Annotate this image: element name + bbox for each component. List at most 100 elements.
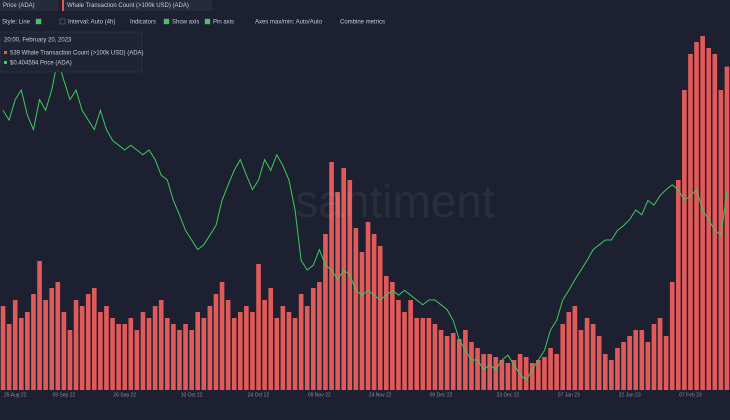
toolbar-item[interactable]: Combine metrics [340,20,385,26]
bar [134,330,140,390]
tab-label[interactable]: Whale Transaction Count (>100k USD) (ADA… [67,3,189,9]
bar [688,54,693,390]
toolbar-item[interactable]: Show axis [172,20,199,26]
x-tick-label: 25 Aug 22 [4,392,27,398]
bar [353,228,359,390]
bar [140,312,146,390]
bar [414,318,420,390]
bar [152,306,158,390]
tooltip-time: 20:00, February 20, 2023 [4,38,72,44]
bar [505,363,511,390]
toolbar: Style: Line Interval: Auto (4h) Indicators… [2,18,385,26]
toolbar-item[interactable]: Pin axis [213,20,234,26]
bar [274,318,280,390]
bar [456,339,462,390]
bar [724,66,730,390]
bar [237,312,243,390]
bar [621,342,626,390]
toolbar-item[interactable]: Interval: Auto (4h) [68,20,115,26]
tooltip-swatch [4,61,7,64]
tab[interactable] [0,0,58,11]
bar [171,324,176,390]
bar [390,282,395,390]
bar [572,306,578,390]
bar [377,246,383,390]
x-tick-label: 23 Dec 22 [497,392,520,398]
bar [718,90,724,390]
bar [73,300,79,390]
bar [657,318,663,390]
x-tick-label: 09 Nov 22 [308,392,331,398]
bar [104,306,109,390]
bar [49,288,55,390]
tab-label[interactable]: Price (ADA) [3,3,35,9]
bar [43,300,48,390]
bar [371,234,377,390]
bar [67,330,73,390]
toolbar-item[interactable]: Indicators [130,20,156,26]
bar [122,324,128,390]
bar [317,282,322,390]
bar [280,306,286,390]
bar [304,306,310,390]
bar [426,318,432,390]
bar [469,342,474,390]
bar [18,318,24,390]
bar [256,264,261,390]
bar [213,294,219,390]
bar [116,324,121,390]
bar [578,330,584,390]
bar [298,294,304,390]
x-tick-label: 24 Nov 22 [369,392,392,398]
bar [542,357,547,390]
bar [146,318,152,390]
checkbox[interactable] [163,18,170,25]
bar [189,330,194,390]
bar [402,312,407,390]
bar [310,288,316,390]
bar [639,330,645,390]
bar [712,54,718,390]
bar [682,90,687,390]
toolbar-item[interactable]: Axes max/min: Auto/Auto [255,20,323,26]
bar [231,318,237,390]
bar [396,300,401,390]
bar [700,36,705,390]
x-tick-label: 07 Jan 23 [558,392,580,398]
bar [286,312,292,390]
bar [201,318,207,390]
x-tick-label: 09 Sep 22 [52,392,75,398]
x-tick-label: 22 Jan 23 [619,392,641,398]
bar [669,282,675,390]
bar [383,276,389,390]
bar [6,324,12,390]
checkbox[interactable] [35,18,42,25]
bar [177,330,182,390]
tooltip-swatch [4,51,7,54]
bar [219,282,225,390]
checkbox[interactable] [59,18,66,25]
bar [323,234,328,390]
bar [164,318,170,390]
bar [523,357,529,390]
bar [450,333,456,390]
bar [359,252,365,390]
bar [329,162,334,390]
x-tick-label: 09 Dec 22 [430,392,453,398]
bar [487,354,493,390]
bar [158,300,164,390]
bar [438,330,444,390]
bar [420,318,426,390]
bar [250,312,255,390]
checkbox[interactable] [204,18,211,25]
bar [0,306,6,390]
bar [475,348,480,390]
bar [560,324,566,390]
bar [663,336,669,390]
toolbar-item[interactable]: Style: Line [2,20,31,26]
bar [341,168,347,390]
bar [128,318,134,390]
bar [408,300,413,390]
bar [511,360,517,390]
tab[interactable] [62,0,212,11]
